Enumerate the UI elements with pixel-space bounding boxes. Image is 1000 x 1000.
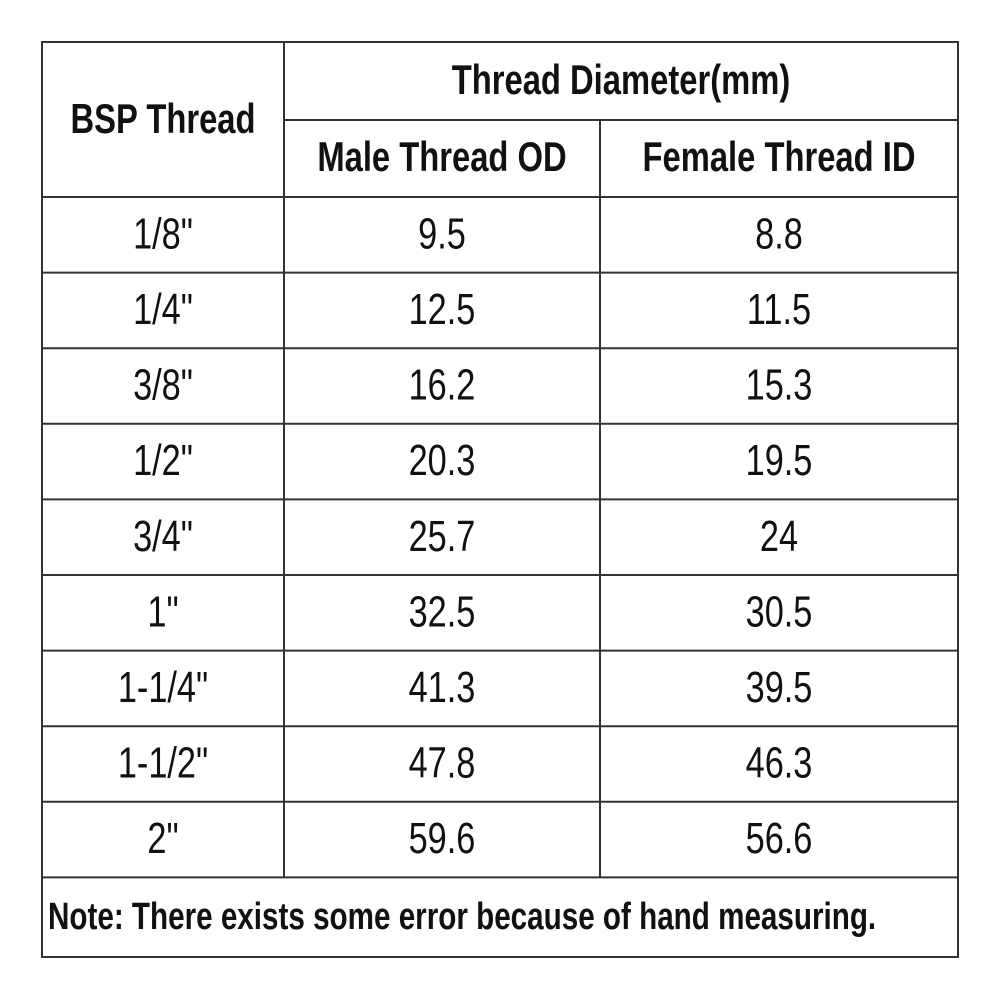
cell-text: 39.5: [746, 663, 813, 712]
header-cell: Thread Diameter(mm): [452, 56, 791, 103]
cell-text: 1/8": [133, 209, 193, 258]
cell-text: 15.3: [746, 361, 813, 410]
cell-text: 56.6: [746, 814, 813, 863]
cell-text: 20.3: [409, 436, 476, 485]
cell-text: 19.5: [746, 436, 813, 485]
cell-text: 9.5: [418, 209, 466, 258]
header-cell: BSP Thread: [70, 95, 255, 142]
cell-text: 24: [760, 512, 798, 561]
cell-text: 3/8": [133, 361, 193, 410]
cell-text: 1/4": [133, 285, 193, 334]
cell-text: 47.8: [409, 739, 476, 788]
cell-text: 41.3: [409, 663, 476, 712]
cell-text: 1/2": [133, 436, 193, 485]
cell-text: 3/4": [133, 512, 193, 561]
cell-text: 59.6: [409, 814, 476, 863]
cell-text: 16.2: [409, 361, 476, 410]
cell-text: 11.5: [747, 285, 811, 334]
cell-text: 2": [147, 814, 178, 863]
header-cell: Male Thread OD: [317, 133, 566, 180]
cell-text: 8.8: [755, 209, 803, 258]
cell-text: 12.5: [409, 285, 476, 334]
cell-text: 25.7: [409, 512, 476, 561]
note: Note: There exists some error because of…: [48, 896, 876, 938]
cell-text: 32.5: [409, 587, 476, 636]
cell-text: 30.5: [746, 587, 813, 636]
header-cell: Female Thread ID: [642, 133, 915, 180]
cell-text: 1-1/4": [118, 663, 208, 712]
cells: BSP Thread Thread Diameter(mm) Male Thread…: [48, 56, 916, 938]
cell-text: 1-1/2": [118, 739, 208, 788]
cell-text: 1": [147, 587, 178, 636]
cell-text: 46.3: [746, 739, 813, 788]
